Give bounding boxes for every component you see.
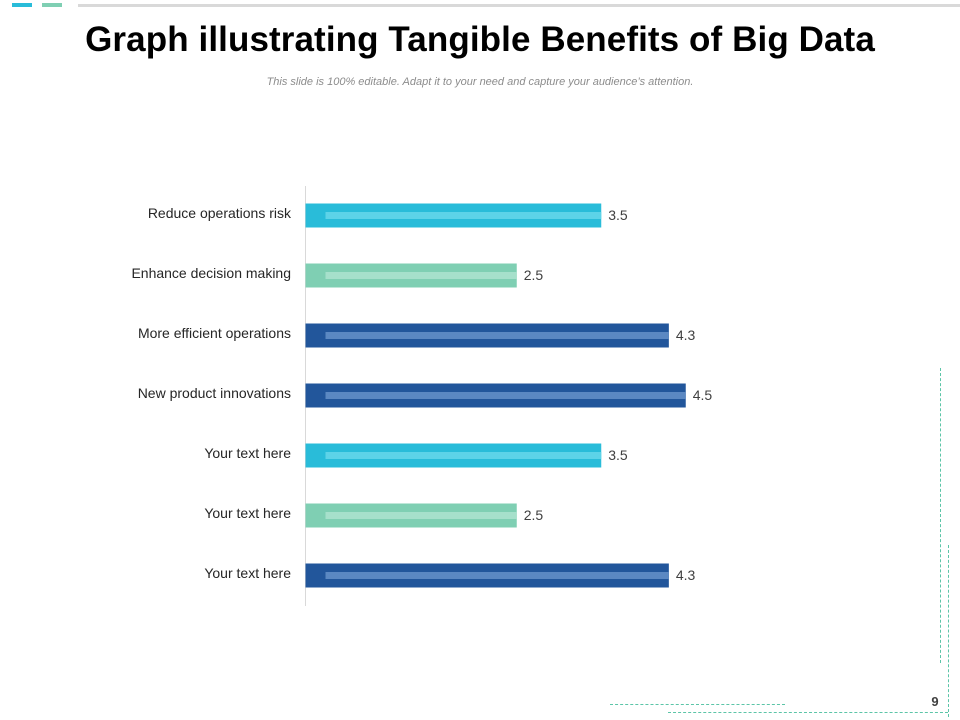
bar-group: Enhance decision making 2.5 [131, 263, 544, 288]
data-label: 2.5 [524, 267, 544, 283]
data-label: 4.3 [676, 567, 696, 583]
top-accent-bar [42, 3, 62, 7]
category-label: Reduce operations risk [148, 205, 292, 221]
bar-highlight [325, 572, 669, 579]
page-number: 9 [931, 694, 939, 709]
bar-group: More efficient operations 4.3 [138, 323, 696, 348]
data-label: 3.5 [608, 447, 628, 463]
decorative-dashed-line [668, 712, 948, 713]
bar-group: New product innovations 4.5 [138, 383, 713, 408]
bar-highlight [325, 452, 602, 459]
category-label: Your text here [204, 505, 291, 521]
bar-group: Your text here 4.3 [204, 563, 696, 588]
data-label: 4.5 [693, 387, 713, 403]
top-divider [78, 4, 960, 7]
data-label: 4.3 [676, 327, 696, 343]
category-label: Your text here [204, 565, 291, 581]
bar-group: Reduce operations risk 3.5 [148, 203, 628, 228]
category-label: Your text here [204, 445, 291, 461]
page-title: Graph illustrating Tangible Benefits of … [85, 20, 875, 59]
data-label: 3.5 [608, 207, 628, 223]
bar-highlight [325, 272, 517, 279]
top-accent-bar [12, 3, 32, 7]
page-subtitle: This slide is 100% editable. Adapt it to… [266, 76, 694, 88]
category-label: Enhance decision making [131, 265, 291, 281]
bar-highlight [325, 512, 517, 519]
data-label: 2.5 [524, 507, 544, 523]
bar-highlight [325, 212, 602, 219]
decorative-dashed-line [948, 545, 949, 717]
decorative-dashed-line [610, 704, 785, 705]
bar-group: Your text here 2.5 [204, 503, 544, 528]
bar-highlight [325, 392, 686, 399]
bar-group: Your text here 3.5 [204, 443, 628, 468]
category-label: More efficient operations [138, 325, 291, 341]
decorative-dashed-line [940, 368, 941, 663]
bar-highlight [325, 332, 669, 339]
category-label: New product innovations [138, 385, 291, 401]
